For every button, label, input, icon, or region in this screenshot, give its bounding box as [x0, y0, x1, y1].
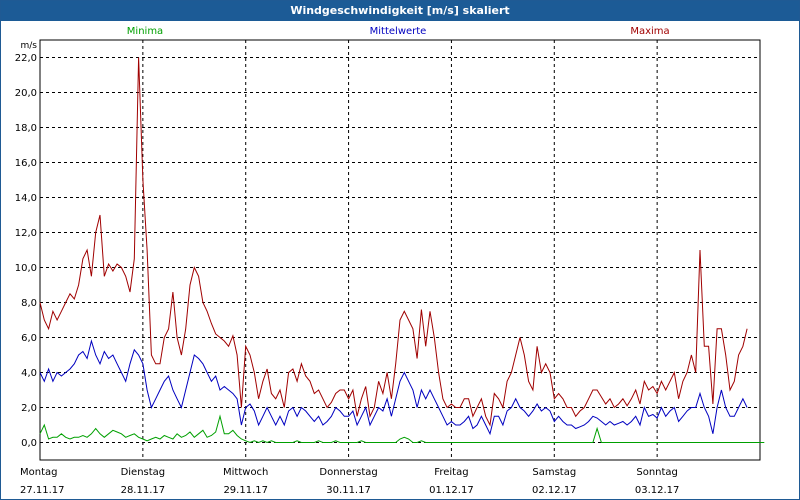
y-tick-label: 18,0 — [15, 123, 37, 134]
day-name-label: Mittwoch — [223, 467, 268, 478]
day-name-label: Donnerstag — [319, 467, 377, 478]
day-date-label: 28.11.17 — [121, 485, 166, 496]
day-name-label: Freitag — [434, 467, 468, 478]
day-date-label: 01.12.17 — [429, 485, 474, 496]
legend-max: Maxima — [630, 26, 669, 37]
day-name-label: Sonntag — [636, 467, 678, 478]
day-date-label: 02.12.17 — [532, 485, 577, 496]
series-line-maxima — [39, 57, 748, 427]
y-tick-label: 22,0 — [15, 53, 37, 64]
day-date-label: 30.11.17 — [326, 485, 371, 496]
labels-layer: 0,0 2,0 4,0 6,0 8,0 10,0 12,0 14,0 16,0 18,0 20,0 2… — [15, 26, 680, 496]
y-tick-label: 2,0 — [21, 403, 37, 414]
plot-area — [39, 39, 761, 461]
y-tick-label: 14,0 — [15, 193, 37, 204]
y-tick-label: 20,0 — [15, 88, 37, 99]
day-date-label: 27.11.17 — [20, 485, 65, 496]
y-tick-label: 10,0 — [15, 263, 37, 274]
series-line-minima — [39, 414, 765, 444]
y-tick-label: 4,0 — [21, 368, 37, 379]
y-axis-label: m/s — [21, 41, 38, 51]
window-title: Windgeschwindigkeit [m/s] skaliert — [1, 1, 799, 21]
legend-mean: Mittelwerte — [370, 26, 427, 37]
day-date-label: 29.11.17 — [223, 485, 268, 496]
y-tick-label: 8,0 — [21, 298, 37, 309]
y-tick-label: 6,0 — [21, 333, 37, 344]
y-tick-label: 12,0 — [15, 228, 37, 239]
y-tick-label: 16,0 — [15, 158, 37, 169]
series-line-mittelwerte — [39, 339, 748, 436]
y-tick-label: 0,0 — [21, 438, 37, 449]
grid-layer — [39, 39, 761, 461]
day-name-label: Dienstag — [121, 467, 166, 478]
day-name-label: Montag — [20, 467, 57, 478]
series-layer — [39, 57, 765, 444]
day-name-label: Samstag — [532, 467, 576, 478]
legend-min: Minima — [127, 26, 163, 37]
day-date-label: 03.12.17 — [635, 485, 680, 496]
